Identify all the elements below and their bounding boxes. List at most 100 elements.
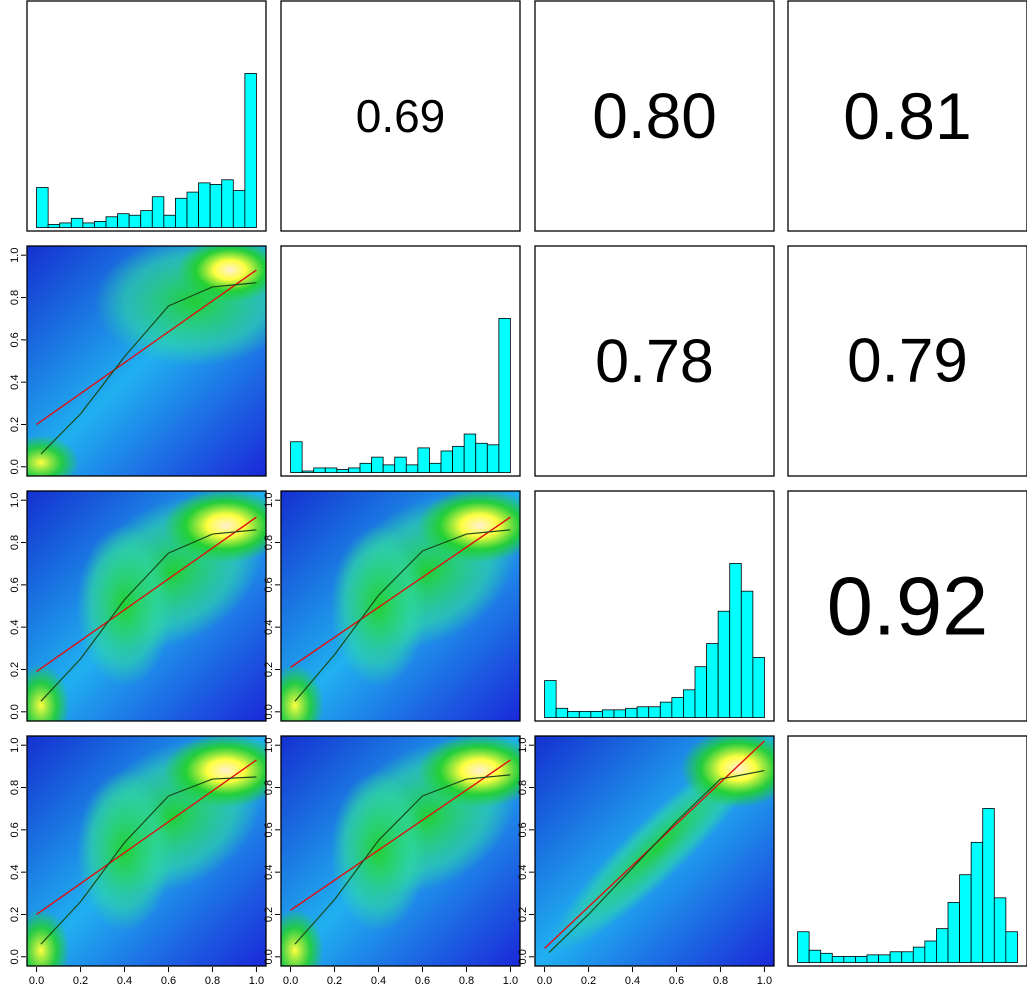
- histogram-bar: [175, 197, 188, 228]
- x-tick-label: 1.0: [503, 975, 518, 987]
- x-tick-label: 0.0: [283, 975, 298, 987]
- histogram-bar: [866, 954, 879, 963]
- x-tick-label: 0.4: [371, 975, 386, 987]
- panel-frame: [787, 245, 1027, 477]
- panel-frame: [280, 735, 521, 967]
- regression-line: [36, 759, 257, 916]
- panel-frame: [534, 735, 775, 967]
- y-tick-label: 0.2: [263, 907, 275, 922]
- x-tick-label: 0.6: [415, 975, 430, 987]
- histogram-bar: [706, 643, 719, 718]
- histogram-bar: [198, 182, 211, 228]
- histogram-panel-3: [787, 735, 1027, 967]
- density-peak: [417, 491, 520, 563]
- correlation-value: 0.80: [592, 80, 717, 152]
- correlation-value: 0.78: [595, 327, 714, 395]
- histogram-bar: [117, 213, 130, 228]
- y-tick-label: 0.0: [263, 949, 275, 964]
- x-tick-label: 1.0: [757, 975, 772, 987]
- histogram-bar: [313, 467, 326, 473]
- histogram-bar: [959, 874, 972, 963]
- histogram-bar: [209, 184, 223, 228]
- panel-background: [281, 246, 520, 476]
- histogram-bar: [602, 709, 615, 718]
- panel-frame: [787, 490, 1027, 722]
- correlation-value: 0.69: [356, 90, 446, 142]
- histogram-bar: [498, 318, 511, 473]
- histogram-bar: [970, 841, 984, 963]
- panel-frame: [26, 245, 267, 477]
- loess-curve: [294, 529, 511, 702]
- histogram-bar: [463, 433, 477, 473]
- loess-curve: [40, 776, 257, 945]
- density-blob: [27, 909, 70, 966]
- histogram-bar: [36, 187, 49, 228]
- histogram-bar: [452, 445, 465, 473]
- x-tick-label: 0.2: [581, 975, 596, 987]
- y-tick-label: 0.0: [9, 704, 21, 719]
- density-blob: [27, 434, 80, 476]
- histogram-bar: [717, 610, 731, 718]
- histogram-bar: [440, 450, 453, 473]
- loess-curve: [548, 770, 765, 954]
- y-tick-label: 1.0: [263, 493, 275, 508]
- histogram-bar: [947, 902, 960, 963]
- histogram-bar: [671, 697, 684, 718]
- histogram-bar: [993, 897, 1007, 963]
- histogram-bar: [105, 216, 118, 228]
- density-peak: [163, 736, 266, 808]
- y-tick-label: 0.4: [263, 620, 275, 635]
- y-tick-label: 1.0: [9, 248, 21, 263]
- histogram-panel-0: [26, 0, 267, 232]
- y-tick-label: 0.8: [263, 780, 275, 795]
- histogram-bar: [94, 220, 107, 228]
- density-panel-2-1: 0.0 0.2 0.4 0.6 0.8 1.0: [263, 490, 521, 722]
- histogram-bar: [982, 808, 995, 963]
- y-tick-label: 0.8: [9, 535, 21, 550]
- density-panel-1-0: 0.0 0.2 0.4 0.6 0.8 1.0: [9, 245, 267, 477]
- y-tick-label: 0.8: [263, 535, 275, 550]
- y-tick-label: 0.4: [517, 865, 529, 880]
- histogram-bar: [694, 666, 707, 718]
- panel-background: [535, 1, 774, 231]
- histogram-bar: [324, 467, 338, 473]
- panel-frame: [26, 0, 267, 232]
- histogram-bar: [901, 951, 914, 963]
- regression-line: [290, 759, 511, 911]
- y-tick-label: 1.0: [9, 738, 21, 753]
- panel-background: [788, 1, 1027, 231]
- histogram-bar: [417, 447, 430, 473]
- panel-background: [788, 491, 1027, 721]
- histogram-bar: [683, 689, 696, 718]
- regression-line: [36, 269, 257, 426]
- density-panel-3-1: 0.0 0.2 0.4 0.6 0.8 1.0 0.0 0.2 0.4 0.6 0.8 1.0: [263, 735, 521, 987]
- histogram-bar: [831, 955, 845, 963]
- regression-line: [290, 516, 511, 668]
- histogram-bar: [232, 190, 246, 228]
- panel-frame: [280, 490, 521, 722]
- histogram-bar: [186, 191, 199, 228]
- y-tick-label: 0.4: [9, 620, 21, 635]
- panel-frame: [534, 490, 775, 722]
- loess-curve: [294, 774, 511, 945]
- y-tick-label: 0.2: [263, 662, 275, 677]
- y-tick-label: 1.0: [517, 738, 529, 753]
- histogram-bar: [336, 469, 349, 473]
- panel-background: [535, 246, 774, 476]
- y-tick-label: 0.8: [517, 780, 529, 795]
- histogram-bar: [555, 707, 569, 718]
- loess-curve: [40, 282, 257, 455]
- y-tick-label: 0.6: [9, 332, 21, 347]
- density-peak: [177, 246, 266, 303]
- density-panel-3-2: 0.0 0.2 0.4 0.6 0.8 1.0 0.0 0.2 0.4 0.6 0.8 1.0: [517, 735, 775, 987]
- histogram-bar: [221, 179, 234, 228]
- x-tick-label: 0.2: [327, 975, 342, 987]
- y-tick-label: 0.2: [9, 907, 21, 922]
- correlation-value: 0.92: [827, 560, 989, 653]
- panel-frame: [787, 0, 1027, 232]
- histogram-bar: [301, 470, 315, 473]
- histogram-bar: [382, 464, 396, 473]
- x-tick-label: 0.8: [459, 975, 474, 987]
- y-tick-label: 1.0: [9, 493, 21, 508]
